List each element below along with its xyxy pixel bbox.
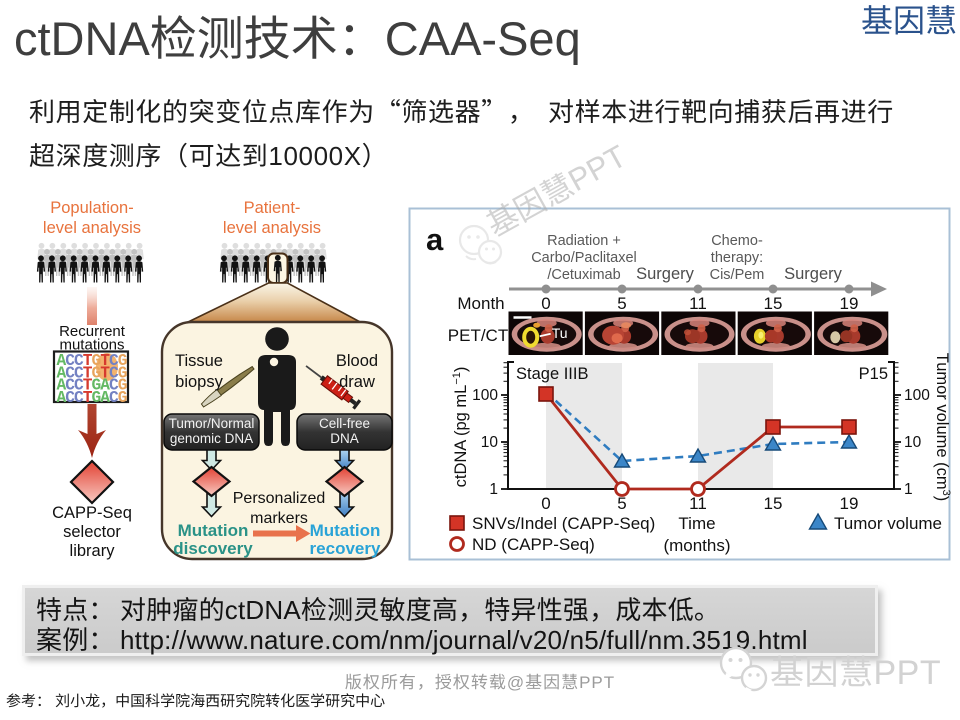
svg-text:Month: Month <box>457 294 504 313</box>
svg-text:100: 100 <box>904 387 930 404</box>
svg-text:ACCTGTCG: ACCTGTCG <box>57 351 128 370</box>
svg-text:Time: Time <box>678 514 715 533</box>
svg-text:genomic DNA: genomic DNA <box>170 431 253 446</box>
svg-text:11: 11 <box>689 294 707 313</box>
svg-text:Surgery: Surgery <box>784 265 843 283</box>
svg-text:10: 10 <box>481 434 499 451</box>
svg-text:Chemo-: Chemo- <box>711 233 763 249</box>
svg-text:PET/CT: PET/CT <box>448 326 508 345</box>
svg-text:Cell-free: Cell-free <box>319 416 370 431</box>
svg-text:biopsy: biopsy <box>175 373 223 391</box>
svg-text:Blood: Blood <box>336 352 378 370</box>
svg-text:ctDNA (pg mL−1): ctDNA (pg mL−1) <box>451 367 470 488</box>
svg-text:11: 11 <box>689 494 707 513</box>
svg-text:mutations: mutations <box>59 337 124 354</box>
svg-text:5: 5 <box>617 294 626 313</box>
svg-text:Tu: Tu <box>552 325 568 341</box>
svg-text:Patient-: Patient- <box>244 199 301 217</box>
svg-text:19: 19 <box>840 294 859 313</box>
svg-text:15: 15 <box>764 494 783 513</box>
svg-text:ACCTGACG: ACCTGACG <box>57 388 128 407</box>
svg-text:Tumor/Normal: Tumor/Normal <box>169 416 255 431</box>
svg-text:level analysis: level analysis <box>223 219 321 237</box>
svg-text:Tumor volume: Tumor volume <box>834 514 942 533</box>
svg-text:discovery: discovery <box>173 539 253 558</box>
svg-text:Carbo/Paclitaxel: Carbo/Paclitaxel <box>531 250 637 266</box>
svg-text:Personalized: Personalized <box>233 490 326 507</box>
svg-text:10: 10 <box>904 434 922 451</box>
svg-text:100: 100 <box>472 387 498 404</box>
svg-text:Tissue: Tissue <box>175 352 223 370</box>
svg-text:P15: P15 <box>859 365 888 383</box>
svg-text:Cis/Pem: Cis/Pem <box>710 267 765 283</box>
svg-text:Surgery: Surgery <box>636 265 695 283</box>
svg-text:Mutation: Mutation <box>178 521 249 540</box>
svg-text:15: 15 <box>764 294 783 313</box>
svg-text:Radiation +: Radiation + <box>547 233 621 249</box>
svg-text:ACCTGACG: ACCTGACG <box>57 376 128 395</box>
svg-text:draw: draw <box>339 373 375 391</box>
svg-text:Recurrent: Recurrent <box>59 323 126 340</box>
svg-text:library: library <box>70 542 116 560</box>
svg-text:level analysis: level analysis <box>43 219 141 237</box>
svg-text:Population-: Population- <box>50 199 133 217</box>
svg-text:therapy:: therapy: <box>711 250 763 266</box>
svg-text:Stage IIIB: Stage IIIB <box>516 365 588 383</box>
svg-text:ACCTGTCG: ACCTGTCG <box>57 363 128 382</box>
svg-text:DNA: DNA <box>330 431 359 446</box>
svg-text:0: 0 <box>541 294 550 313</box>
svg-text:recovery: recovery <box>310 539 381 558</box>
svg-text:Tumor volume (cm3): Tumor volume (cm3) <box>933 353 952 502</box>
svg-text:1: 1 <box>904 481 913 498</box>
svg-text:0: 0 <box>541 494 550 513</box>
svg-text:ND (CAPP-Seq): ND (CAPP-Seq) <box>472 535 595 554</box>
svg-text:selector: selector <box>63 523 121 541</box>
svg-text:Mutation: Mutation <box>310 521 381 540</box>
svg-text:/Cetuximab: /Cetuximab <box>547 267 620 283</box>
svg-text:a: a <box>426 222 444 257</box>
svg-text:(months): (months) <box>663 536 730 555</box>
svg-text:SNVs/Indel (CAPP-Seq): SNVs/Indel (CAPP-Seq) <box>472 514 655 533</box>
svg-text:1: 1 <box>489 481 498 498</box>
svg-text:19: 19 <box>840 494 859 513</box>
svg-text:CAPP-Seq: CAPP-Seq <box>52 504 132 522</box>
svg-text:5: 5 <box>617 494 626 513</box>
svg-text:markers: markers <box>250 510 308 527</box>
